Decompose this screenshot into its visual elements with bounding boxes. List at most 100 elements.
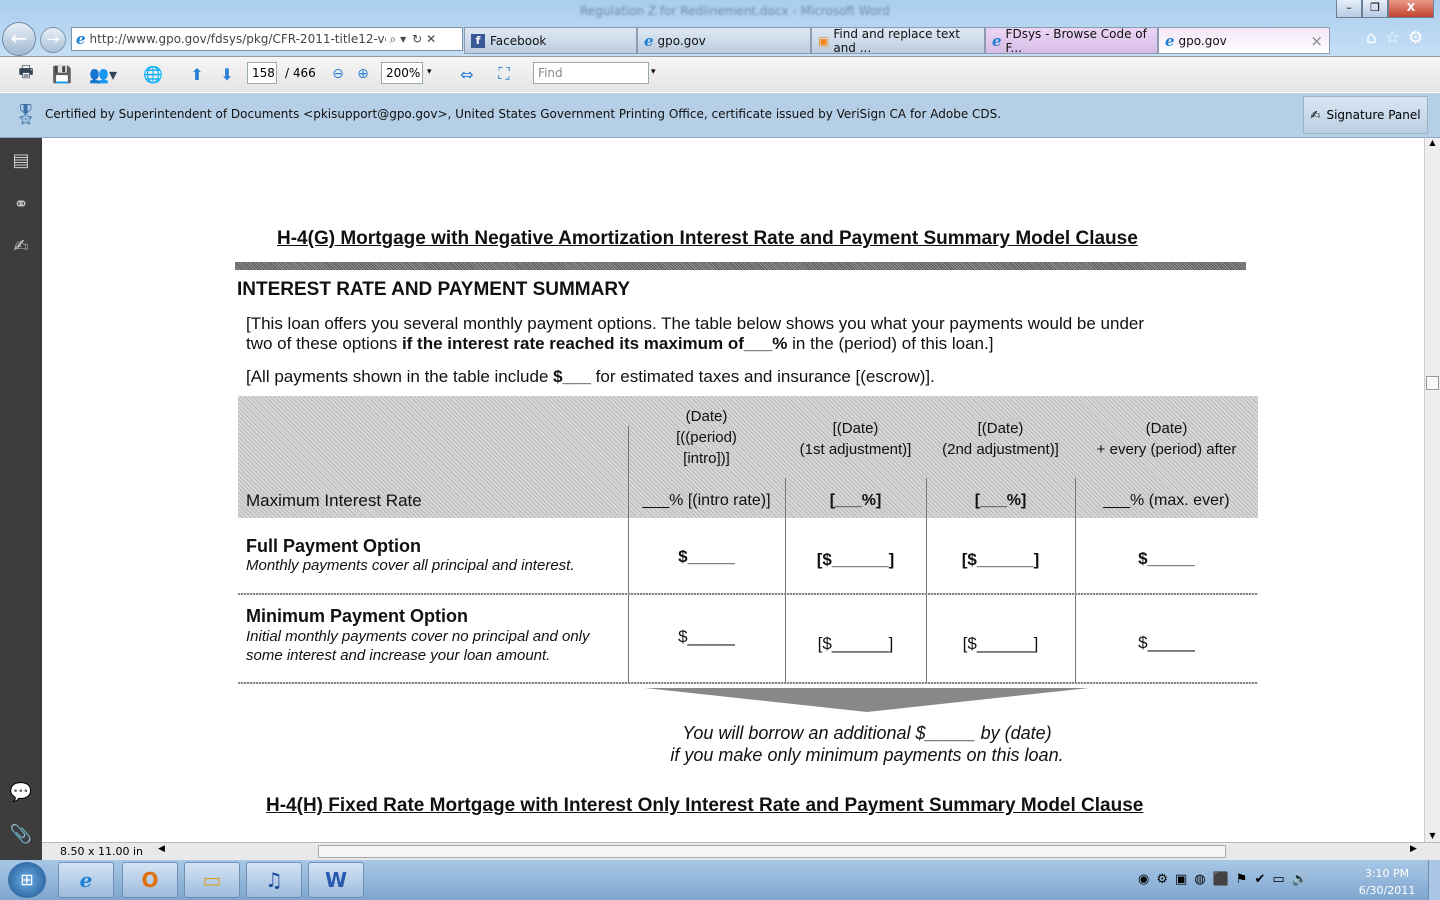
- pdf-page: H-4(G) Mortgage with Negative Amortizati…: [42, 138, 1424, 842]
- borrow-note: You will borrow an additional $_____ by …: [582, 722, 1152, 766]
- find-input[interactable]: Find: [533, 62, 649, 84]
- browser-command-icons: ⌂☆⚙: [1366, 28, 1431, 48]
- tab-facebook[interactable]: f Facebook: [464, 27, 637, 54]
- next-page-icon[interactable]: ⬇: [220, 64, 234, 84]
- signature-panel-button[interactable]: ✍ Signature Panel: [1303, 96, 1428, 134]
- zoom-input[interactable]: 200%: [381, 62, 423, 84]
- zoom-dropdown-icon[interactable]: ▾: [427, 67, 432, 77]
- status-bar: 8.50 x 11.00 in ◀ ▶: [42, 842, 1440, 860]
- escrow-note: [All payments shown in the table include…: [246, 367, 935, 387]
- payment-summary-table: (Date) [((period) [intro])] [(Date) (1st…: [238, 396, 1258, 684]
- intro-line-2: two of these options if the interest rat…: [246, 334, 1144, 354]
- ie-icon: e: [992, 31, 1002, 50]
- page-number-input[interactable]: 158: [247, 62, 277, 84]
- horizontal-scroll-thumb[interactable]: [318, 845, 1226, 858]
- home-icon[interactable]: ⌂: [1366, 28, 1385, 48]
- taskbar-itunes-icon[interactable]: ♫: [246, 862, 302, 898]
- row-description: Initial monthly payments cover no princi…: [246, 628, 590, 664]
- find-dropdown-icon[interactable]: ▾: [651, 67, 656, 77]
- start-button[interactable]: ⊞: [8, 862, 46, 898]
- paperclip-icon[interactable]: 📎: [9, 824, 33, 845]
- min-payment-2nd: [$______]: [962, 634, 1039, 653]
- tab-find-replace[interactable]: ▣ Find and replace text and ...: [811, 27, 985, 55]
- tab-fdsys[interactable]: e FDsys - Browse Code of F...: [985, 26, 1158, 55]
- full-payment-2nd: [$______]: [961, 550, 1040, 569]
- intro-bold: if the interest rate reached its maximum…: [401, 334, 788, 353]
- certificate-bar: [0, 93, 1440, 138]
- taskbar-outlook-icon[interactable]: O: [122, 862, 178, 898]
- certificate-ribbon-icon: 🎖: [13, 102, 39, 126]
- fit-page-icon[interactable]: ⛶: [498, 64, 510, 83]
- tab-gpo-1[interactable]: e gpo.gov: [637, 27, 811, 54]
- scroll-up-icon[interactable]: ▲: [1429, 138, 1436, 147]
- search-icon[interactable]: ⌕ ▾: [389, 31, 407, 46]
- min-payment-intro: $_____: [678, 627, 735, 646]
- tab-label: gpo.gov: [657, 33, 706, 48]
- tab-close-icon[interactable]: ×: [1310, 31, 1323, 50]
- intro-text-end: in the (period) of this loan.]: [787, 334, 994, 353]
- row-description: Monthly payments cover all principal and…: [246, 557, 575, 574]
- signatures-icon[interactable]: ✍: [13, 236, 29, 257]
- borrow-line-1: You will borrow an additional $_____ by …: [682, 723, 1052, 743]
- close-button[interactable]: X: [1388, 0, 1434, 18]
- taskbar-word-icon[interactable]: W: [308, 862, 364, 898]
- page-size: 8.50 x 11.00 in: [60, 845, 144, 858]
- max-rate-2nd: [___%]: [974, 492, 1027, 509]
- escrow-text: [All payments shown in the table include: [246, 367, 554, 386]
- show-desktop-button[interactable]: [1428, 860, 1440, 900]
- ie-icon: e: [76, 30, 86, 48]
- clock-date: 6/30/2011: [1358, 884, 1416, 897]
- forward-button[interactable]: →: [40, 27, 66, 53]
- previous-page-icon[interactable]: ⬆: [190, 64, 204, 84]
- stop-icon[interactable]: ✕: [426, 32, 437, 46]
- web-capture-icon[interactable]: 🌐: [143, 64, 163, 84]
- max-rate-intro: ___% [(intro rate)]: [642, 492, 771, 509]
- intro-line-1: [This loan offers you several monthly pa…: [246, 314, 1145, 333]
- print-icon[interactable]: 🖶: [18, 61, 34, 81]
- borrow-arrow: [645, 688, 1089, 712]
- scroll-down-icon[interactable]: ▼: [1429, 831, 1436, 840]
- tab-label: Facebook: [490, 33, 547, 48]
- minimize-button[interactable]: –: [1336, 0, 1362, 18]
- fit-width-icon[interactable]: ⇔: [460, 64, 474, 84]
- clock[interactable]: 3:10 PM 6/30/2011: [1352, 865, 1422, 899]
- zoom-out-icon[interactable]: ⊖: [332, 66, 344, 82]
- scroll-thumb[interactable]: [1426, 376, 1439, 390]
- attachments-icon[interactable]: ⚭: [13, 194, 29, 215]
- address-bar[interactable]: e http://www.gpo.gov/fdsys/pkg/CFR-2011-…: [71, 27, 463, 51]
- vertical-scrollbar[interactable]: ▲ ▼: [1424, 138, 1440, 842]
- back-button[interactable]: ←: [2, 22, 36, 56]
- tab-gpo-active[interactable]: e gpo.gov ×: [1158, 27, 1330, 54]
- scroll-left-icon[interactable]: ◀: [158, 844, 165, 854]
- taskbar: [0, 860, 1440, 900]
- navigation-rail: [0, 138, 42, 860]
- max-rate-label: Maximum Interest Rate: [246, 491, 422, 510]
- min-payment-after: $_____: [1138, 633, 1195, 652]
- system-tray-icons[interactable]: ◉⚙▣◍⬛⚑✔▭🔊: [1138, 872, 1315, 887]
- comments-icon[interactable]: 💬: [9, 782, 33, 803]
- max-rate-1st: [___%]: [829, 492, 882, 509]
- window-title: Regulation Z for Redlinement.docx - Micr…: [580, 4, 890, 18]
- tab-label: FDsys - Browse Code of F...: [1005, 26, 1147, 55]
- address-text: http://www.gpo.gov/fdsys/pkg/CFR-2011-ti…: [89, 32, 386, 46]
- tools-gear-icon[interactable]: ⚙: [1408, 28, 1432, 48]
- taskbar-explorer-icon[interactable]: ▭: [184, 862, 240, 898]
- favorites-star-icon[interactable]: ☆: [1384, 28, 1409, 48]
- clock-time: 3:10 PM: [1364, 867, 1410, 880]
- pages-icon[interactable]: ▤: [12, 150, 30, 171]
- share-icon[interactable]: 👥▾: [89, 64, 117, 84]
- zoom-in-icon[interactable]: ⊕: [357, 66, 369, 82]
- taskbar-ie-icon[interactable]: e: [58, 862, 114, 898]
- save-icon[interactable]: 💾: [52, 64, 72, 84]
- clause-title: H-4(G) Mortgage with Negative Amortizati…: [277, 228, 1138, 249]
- refresh-icon[interactable]: ↻: [412, 32, 423, 46]
- section-heading: INTEREST RATE AND PAYMENT SUMMARY: [237, 279, 631, 300]
- scroll-right-icon[interactable]: ▶: [1410, 844, 1417, 854]
- office-icon: ▣: [818, 33, 830, 48]
- full-payment-after: $_____: [1138, 549, 1195, 568]
- col-header-intro: (Date) [((period) [intro])]: [676, 408, 737, 467]
- restore-button[interactable]: ❐: [1362, 0, 1388, 18]
- facebook-icon: f: [471, 33, 485, 48]
- page-total: / 466: [285, 66, 316, 80]
- min-payment-1st: [$______]: [817, 634, 894, 653]
